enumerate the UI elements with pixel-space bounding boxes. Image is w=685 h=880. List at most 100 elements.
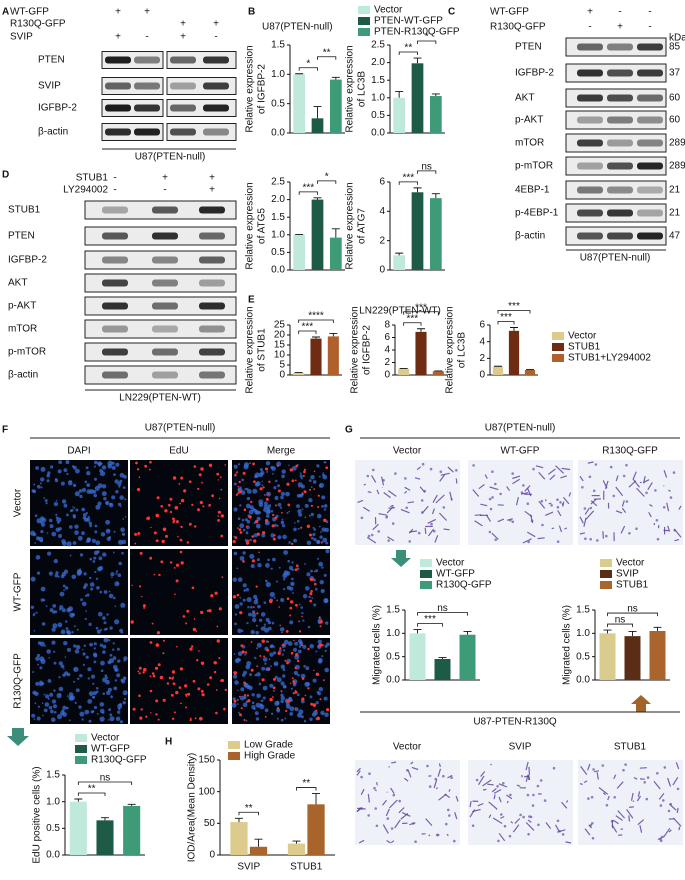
nucleus [57,714,62,720]
blot-band [102,371,128,379]
y-tick-label: 5 [279,360,285,371]
nucleus [252,488,258,494]
nucleus [97,461,102,466]
y-tick-label: 0 [279,370,285,381]
nucleus [53,501,59,507]
nucleus [106,536,111,542]
condition-label: SVIP [10,32,33,43]
cell-process [356,767,361,773]
legend-label: WT-GFP [91,744,130,755]
nucleus [233,535,235,538]
nucleus [99,708,105,714]
cell-process [587,461,594,464]
nucleus [290,687,293,690]
pore [589,506,593,510]
nucleus [88,521,93,525]
edu-dot [265,497,269,501]
nucleus [103,637,109,643]
blot-band [637,139,663,147]
edu-dot [138,694,141,698]
pore [500,813,503,816]
cell-process [469,801,472,808]
nucleus [233,482,237,486]
cell-process [372,523,379,531]
nucleus [48,657,50,659]
y-tick-label: 0 [479,370,485,381]
blot-frame [84,365,237,385]
cell-process [416,466,422,471]
edu-dot [318,643,323,647]
nucleus [83,572,87,576]
y-tick-label: 4 [379,206,385,217]
nucleus [35,611,38,614]
nucleus [82,648,84,651]
bar [649,631,666,680]
error-bar [101,817,109,821]
error-bar [292,840,301,844]
arrow [7,728,29,746]
nucleus [280,597,285,603]
cell-process [639,767,647,769]
nucleus [236,657,241,662]
cell-process [538,471,546,480]
edu-dot [149,556,153,560]
nucleus [112,648,115,651]
edu-dot [180,702,182,705]
pore [591,822,594,825]
y-tick-label: 0.5 [576,651,590,662]
nucleus [232,697,236,701]
error-bar [438,657,447,659]
cell-process [561,801,568,809]
blot-band [577,116,603,124]
nucleus [321,655,324,658]
pore [610,819,614,823]
nucleus [246,487,249,491]
nucleus [285,491,290,497]
nucleus [255,702,261,708]
edu-dot [281,631,283,634]
pore [556,819,560,823]
edu-dot [182,615,186,618]
blot-band [105,104,131,112]
sig-bracket [296,787,317,791]
nucleus [99,469,103,473]
condition-sign: + [209,173,215,184]
bar [249,846,268,855]
edu-dot [276,464,279,467]
cell-process [590,500,598,507]
blot-caption: U87(PTEN-null) [580,253,651,264]
nucleus [311,597,314,600]
cell-process [404,490,408,494]
sig-bracket [298,67,318,71]
blot-band [607,186,633,194]
nucleus [74,524,79,529]
nucleus [82,652,86,656]
edu-dot [289,606,293,610]
blot-row-label: AKT [8,278,27,289]
nucleus [271,466,276,471]
nucleus [40,598,45,602]
legend-swatch [75,734,87,742]
nucleus [319,535,323,539]
pore [587,797,590,800]
edu-dot [191,586,195,590]
edu-dot [269,697,273,702]
blot-row-label: β-actin [38,127,68,138]
nucleus [60,711,65,716]
nucleus [34,691,39,696]
nucleus [116,673,121,678]
nucleus [264,662,267,665]
edu-dot [194,525,197,528]
edu-dot [197,508,200,512]
nucleus [93,647,96,650]
edu-dot [292,680,296,683]
nucleus [313,710,318,716]
edu-dot [186,609,190,613]
nucleus [100,532,106,537]
edu-dot [250,668,254,672]
pore [385,516,388,519]
y-tick-label: 1.0 [386,628,400,639]
edu-dot [130,620,134,624]
blot-frame [166,77,237,95]
blot-band [199,371,225,379]
